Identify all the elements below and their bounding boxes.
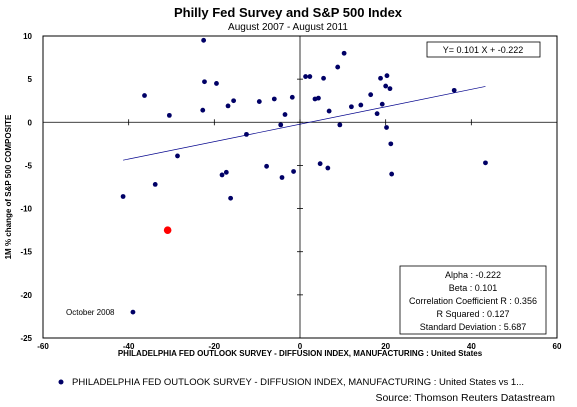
data-point [289,94,295,100]
data-point [335,64,341,70]
x-tick-label: -40 [123,342,135,351]
x-tick-label: 0 [298,342,303,351]
data-point [223,169,229,175]
data-points [120,37,488,315]
legend-label: PHILADELPHIA FED OUTLOOK SURVEY - DIFFUS… [72,377,524,388]
y-axis-title: 1M % change of S&P 500 COMPOSITE [4,114,13,259]
x-tick-label: 60 [553,342,562,351]
y-tick-label: -20 [20,291,32,300]
data-point [152,182,158,187]
y-tick-label: 0 [28,118,33,127]
data-point [374,111,380,117]
data-point [387,86,393,92]
y-tick-label: 10 [23,32,32,41]
x-tick-label: -60 [37,342,49,351]
stat-line: Standard Deviation : 5.687 [420,322,527,332]
data-point [231,98,237,104]
data-point [378,75,383,81]
data-point [316,95,321,101]
source-note: Source: Thomson Reuters Datastream [375,392,555,404]
data-point [200,107,206,113]
x-axis-title: PHILADELPHIA FED OUTLOOK SURVEY - DIFFUS… [118,349,483,358]
data-point [130,309,136,315]
data-point [228,195,234,201]
data-point [326,108,332,114]
y-tick-label: -10 [20,205,32,214]
y-tick-label: -5 [25,161,33,170]
data-point [341,50,347,56]
stats-list: Alpha : -0.222 Beta : 0.101 Correlation Co… [409,270,537,332]
october-2008-annotation: October 2008 [66,308,115,317]
data-point [291,169,296,174]
axis-ticks: -60 -40 -20 0 20 40 60 10 5 0 -5 -10 -15 -20 -25 [20,32,562,351]
data-point [379,101,385,107]
x-tick-label: 40 [467,342,476,351]
trendline-equation: Y= 0.101 X + -0.222 [443,45,524,55]
data-point [451,87,457,93]
stat-line: Correlation Coefficient R : 0.356 [409,296,537,306]
data-point [142,93,147,98]
stat-line: R Squared : 0.127 [436,309,509,319]
data-point [201,37,207,43]
equation-box [426,41,541,58]
trendline-group [123,86,486,161]
data-point [349,104,354,110]
data-point [383,83,389,89]
data-point [388,141,394,147]
stat-line: Beta : 0.101 [449,283,498,293]
data-point [384,125,389,130]
data-point [202,79,207,85]
data-point [389,171,395,177]
data-point [244,131,249,137]
data-point [358,102,364,108]
data-point [256,99,262,104]
data-point [225,103,231,109]
data-point [175,153,180,159]
data-point [317,161,323,167]
data-point [325,165,331,171]
data-point [483,160,488,166]
data-point [307,74,313,79]
data-point [219,172,225,178]
x-tick-label: -20 [209,342,221,351]
data-point [303,74,308,79]
trendline [123,86,486,161]
stat-line: Alpha : -0.222 [445,270,501,280]
data-point [166,112,172,118]
chart-title: Philly Fed Survey and S&P 500 Index [174,5,403,20]
data-point [278,122,284,128]
data-point [368,92,374,98]
chart-subtitle: August 2007 - August 2011 [228,22,348,33]
y-tick-label: 5 [28,75,33,84]
stats-box [399,265,547,335]
data-point [384,73,390,79]
legend-marker [58,379,64,385]
data-point [282,112,288,117]
data-point [120,194,126,199]
y-tick-label: -15 [20,248,32,257]
x-tick-label: 20 [381,342,390,351]
data-point [264,163,269,169]
data-point [214,81,219,86]
data-point [271,96,277,102]
data-point [337,122,343,128]
data-point [321,75,326,81]
data-point [279,175,285,180]
y-tick-label: -25 [20,334,32,343]
highlighted-data-point [163,226,172,234]
